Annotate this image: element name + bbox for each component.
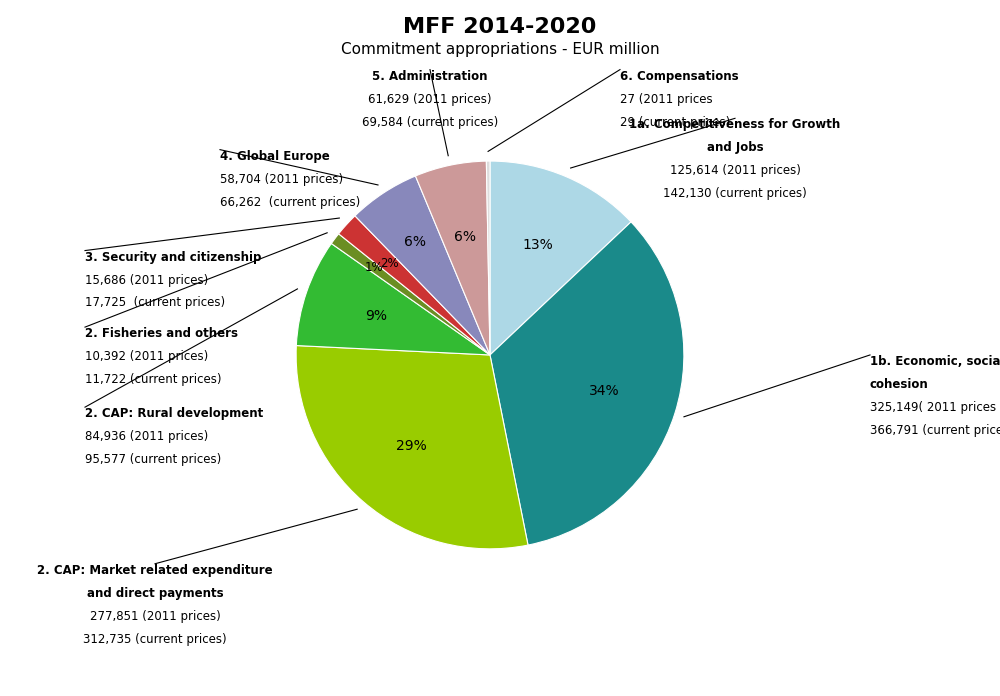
Wedge shape (296, 244, 490, 355)
Text: 366,791 (current prices): 366,791 (current prices) (870, 424, 1000, 437)
Text: 15,686 (2011 prices): 15,686 (2011 prices) (85, 274, 208, 287)
Text: and direct payments: and direct payments (87, 587, 223, 600)
Text: 5. Administration: 5. Administration (372, 70, 488, 83)
Text: 312,735 (current prices): 312,735 (current prices) (83, 633, 227, 646)
Text: 69,584 (current prices): 69,584 (current prices) (362, 116, 498, 129)
Text: 11,722 (current prices): 11,722 (current prices) (85, 373, 222, 386)
Text: 4. Global Europe: 4. Global Europe (220, 150, 330, 163)
Text: 17,725  (current prices): 17,725 (current prices) (85, 296, 225, 310)
Text: 58,704 (2011 prices): 58,704 (2011 prices) (220, 173, 343, 186)
Text: 34%: 34% (589, 384, 620, 399)
Text: 95,577 (current prices): 95,577 (current prices) (85, 453, 221, 466)
Text: 9%: 9% (365, 309, 387, 323)
Text: and Jobs: and Jobs (707, 141, 763, 155)
Text: 125,614 (2011 prices): 125,614 (2011 prices) (670, 164, 800, 177)
Wedge shape (415, 161, 490, 355)
Text: 61,629 (2011 prices): 61,629 (2011 prices) (368, 93, 492, 106)
Text: 13%: 13% (522, 237, 553, 251)
Text: 2. CAP: Rural development: 2. CAP: Rural development (85, 407, 263, 420)
Wedge shape (355, 176, 490, 355)
Text: 10,392 (2011 prices): 10,392 (2011 prices) (85, 350, 208, 363)
Text: 2. Fisheries and others: 2. Fisheries and others (85, 327, 238, 340)
Text: 6%: 6% (454, 230, 476, 244)
Text: MFF 2014-2020: MFF 2014-2020 (403, 17, 597, 38)
Text: 27 (2011 prices: 27 (2011 prices (620, 93, 713, 106)
Text: 2%: 2% (380, 258, 399, 270)
Text: 84,936 (2011 prices): 84,936 (2011 prices) (85, 430, 208, 443)
Text: Commitment appropriations - EUR million: Commitment appropriations - EUR million (341, 42, 659, 57)
Text: 277,851 (2011 prices): 277,851 (2011 prices) (90, 610, 220, 623)
Text: 3. Security and citizenship: 3. Security and citizenship (85, 251, 261, 264)
Text: 6. Compensations: 6. Compensations (620, 70, 739, 83)
Text: cohesion: cohesion (870, 378, 929, 391)
Text: 29 (current prices): 29 (current prices) (620, 116, 730, 129)
Text: 1%: 1% (364, 261, 383, 274)
Text: 29%: 29% (396, 439, 427, 453)
Wedge shape (339, 216, 490, 355)
Wedge shape (331, 234, 490, 355)
Wedge shape (490, 222, 684, 545)
Text: 325,149( 2011 prices ): 325,149( 2011 prices ) (870, 401, 1000, 414)
Text: 2. CAP: Market related expenditure: 2. CAP: Market related expenditure (37, 564, 273, 577)
Text: 142,130 (current prices): 142,130 (current prices) (663, 187, 807, 200)
Wedge shape (486, 161, 490, 355)
Wedge shape (490, 161, 631, 355)
Text: 1b. Economic, social and territorial: 1b. Economic, social and territorial (870, 355, 1000, 368)
Text: 66,262  (current prices): 66,262 (current prices) (220, 196, 360, 209)
Wedge shape (296, 345, 528, 549)
Text: 6%: 6% (404, 235, 426, 248)
Text: 1a. Competitiveness for Growth: 1a. Competitiveness for Growth (629, 118, 841, 132)
